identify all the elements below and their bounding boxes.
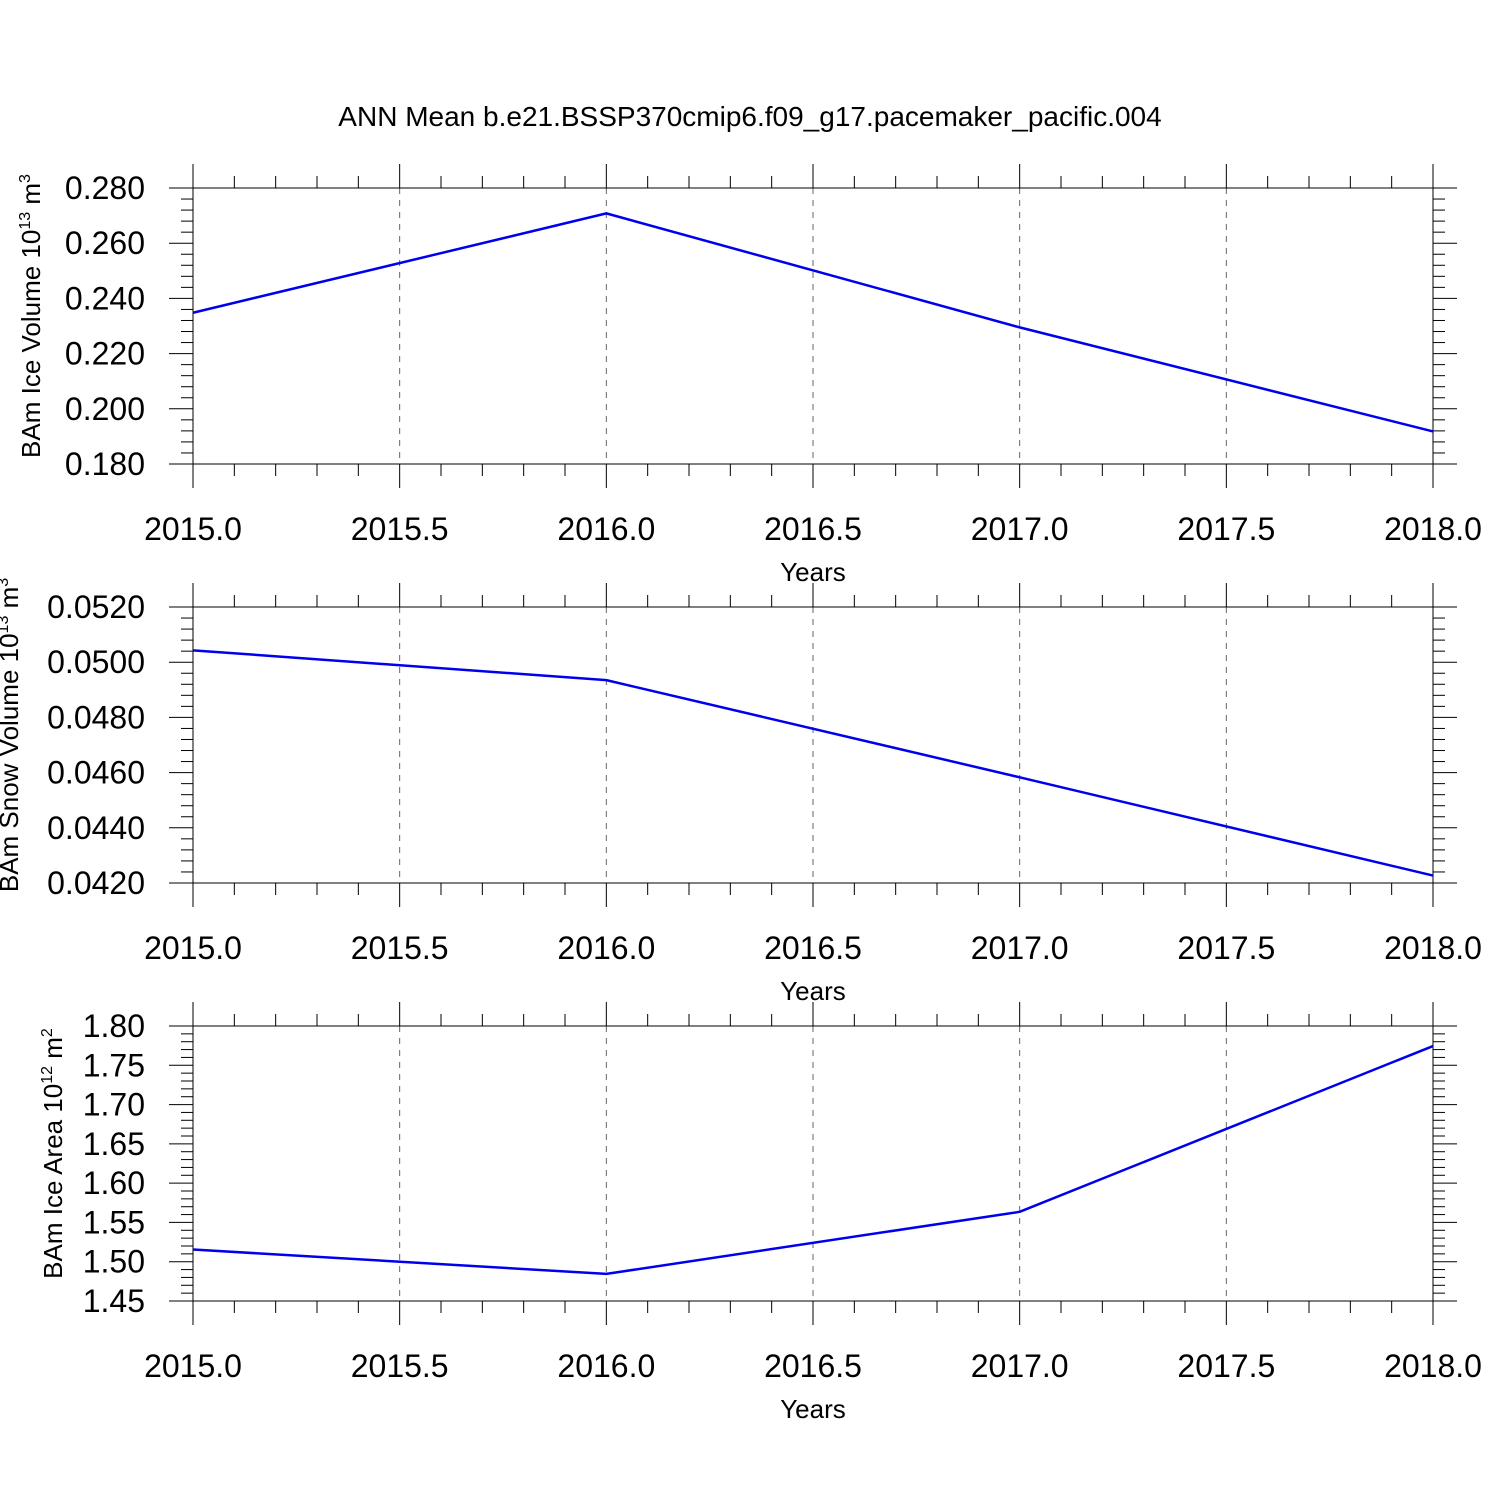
y-tick-label: 0.0500	[47, 644, 145, 680]
y-axis-title: BAm Ice Volume 1013 m3	[16, 174, 46, 458]
x-tick-label: 2016.5	[764, 1348, 862, 1384]
x-tick-label: 2018.0	[1384, 511, 1482, 547]
x-tick-label: 2017.5	[1177, 1348, 1275, 1384]
x-axis-title: Years	[780, 976, 846, 1006]
panel-3: 2015.0 2015.5 2016.0 2016.5 2017.0 2017.5 2018…	[38, 1002, 1482, 1424]
series-line	[192, 1044, 1434, 1276]
y-tick-label: 1.75	[83, 1047, 145, 1083]
y-tick-label: 1.80	[83, 1008, 145, 1044]
x-tick-label: 2016.0	[557, 511, 655, 547]
x-axis-title: Years	[780, 1394, 846, 1424]
y-tick-label: 0.180	[65, 446, 145, 482]
x-tick-label: 2015.5	[351, 930, 449, 966]
y-tick-label: 0.240	[65, 280, 145, 316]
x-tick-label: 2015.0	[144, 1348, 242, 1384]
x-tick-label: 2018.0	[1384, 1348, 1482, 1384]
y-tick-label: 0.0440	[47, 810, 145, 846]
figure-title: ANN Mean b.e21.BSSP370cmip6.f09_g17.pace…	[338, 101, 1161, 132]
y-tick-label: 1.50	[83, 1244, 145, 1280]
x-tick-label: 2016.0	[557, 1348, 655, 1384]
panel-1: 2015.0 2015.5 2016.0 2016.5 2017.0 2017.5 2018…	[16, 164, 1482, 587]
y-tick-label: 1.45	[83, 1283, 145, 1319]
x-tick-label: 2018.0	[1384, 930, 1482, 966]
x-tick-label: 2015.0	[144, 511, 242, 547]
x-tick-label: 2017.5	[1177, 930, 1275, 966]
panels: 2015.0 2015.5 2016.0 2016.5 2017.0 2017.5 2018…	[0, 164, 1482, 1424]
y-tick-label: 1.60	[83, 1165, 145, 1201]
y-tick-label: 1.65	[83, 1126, 145, 1162]
y-tick-label: 0.0480	[47, 699, 145, 735]
x-tick-label: 2017.0	[971, 511, 1069, 547]
x-tick-label: 2017.5	[1177, 511, 1275, 547]
series-line	[192, 212, 1434, 433]
y-tick-label: 0.260	[65, 225, 145, 261]
x-tick-label: 2016.5	[764, 511, 862, 547]
y-tick-label: 1.70	[83, 1087, 145, 1123]
x-tick-label: 2017.0	[971, 1348, 1069, 1384]
x-tick-label: 2015.5	[351, 511, 449, 547]
y-tick-label: 0.0460	[47, 755, 145, 791]
y-axis-title: BAm Ice Area 1012 m2	[38, 1028, 68, 1279]
x-tick-label: 2015.5	[351, 1348, 449, 1384]
y-tick-label: 0.280	[65, 170, 145, 206]
y-tick-label: 0.0420	[47, 865, 145, 901]
series-line	[192, 649, 1434, 877]
y-tick-label: 0.0520	[47, 589, 145, 625]
y-tick-label: 0.220	[65, 336, 145, 372]
x-tick-label: 2015.0	[144, 930, 242, 966]
x-tick-label: 2017.0	[971, 930, 1069, 966]
y-tick-label: 0.200	[65, 391, 145, 427]
y-tick-label: 1.55	[83, 1204, 145, 1240]
x-tick-label: 2016.5	[764, 930, 862, 966]
panel-2: 2015.0 2015.5 2016.0 2016.5 2017.0 2017.5 2018…	[0, 578, 1482, 1006]
y-axis-title: BAm Snow Volume 1013 m3	[0, 578, 24, 892]
x-tick-label: 2016.0	[557, 930, 655, 966]
x-axis-title: Years	[780, 557, 846, 587]
